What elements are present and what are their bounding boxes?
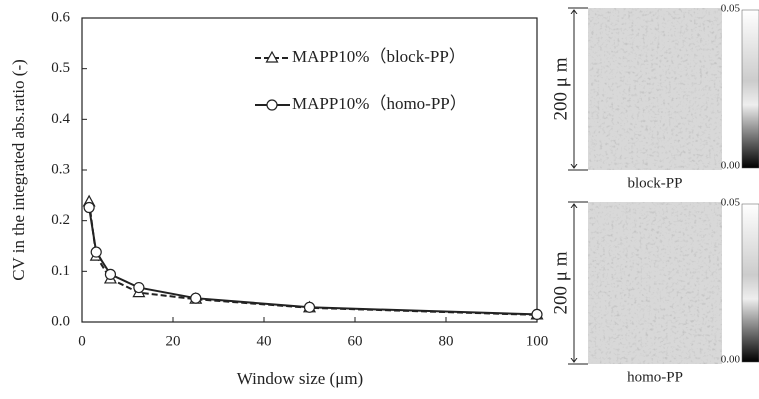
figure: Window size (μm) CV in the integrated ab…	[0, 0, 759, 394]
colorbar-max: 0.05	[721, 197, 741, 209]
series-line	[89, 207, 537, 314]
scale-label: 200 μ m	[550, 57, 571, 120]
micrograph	[588, 202, 722, 364]
image-label: block-PP	[627, 175, 682, 191]
colorbar-min: 0.00	[721, 160, 741, 172]
series-line	[89, 202, 537, 315]
marker	[267, 100, 277, 110]
legend-label: MAPP10%（homo-PP）	[292, 94, 467, 113]
y-tick-label: 0.0	[51, 313, 70, 329]
colorbar	[742, 204, 759, 362]
colorbar-max: 0.05	[721, 3, 741, 15]
image-label: homo-PP	[627, 369, 683, 385]
marker	[305, 302, 315, 312]
legend-label: MAPP10%（block-PP）	[292, 47, 466, 66]
y-tick-label: 0.4	[51, 111, 70, 127]
marker	[532, 309, 542, 319]
y-tick-label: 0.5	[51, 60, 70, 76]
x-tick-label: 40	[257, 333, 272, 349]
y-tick-label: 0.6	[51, 9, 70, 25]
x-tick-label: 100	[526, 333, 549, 349]
micrograph	[588, 8, 722, 170]
scale-label: 200 μ m	[550, 251, 571, 314]
x-tick-label: 80	[439, 333, 454, 349]
x-axis-label: Window size (μm)	[237, 369, 363, 388]
colorbar	[742, 10, 759, 168]
y-tick-label: 0.3	[51, 161, 70, 177]
marker	[191, 293, 201, 303]
y-tick-label: 0.1	[51, 263, 70, 279]
marker	[105, 269, 115, 279]
y-tick-label: 0.2	[51, 212, 70, 228]
colorbar-min: 0.00	[721, 354, 741, 366]
x-tick-label: 20	[166, 333, 181, 349]
marker	[91, 247, 101, 257]
x-tick-label: 0	[78, 333, 86, 349]
x-tick-label: 60	[348, 333, 363, 349]
marker	[84, 202, 94, 212]
y-axis-label: CV in the integrated abs.ratio (-)	[9, 59, 28, 281]
marker	[134, 283, 144, 293]
